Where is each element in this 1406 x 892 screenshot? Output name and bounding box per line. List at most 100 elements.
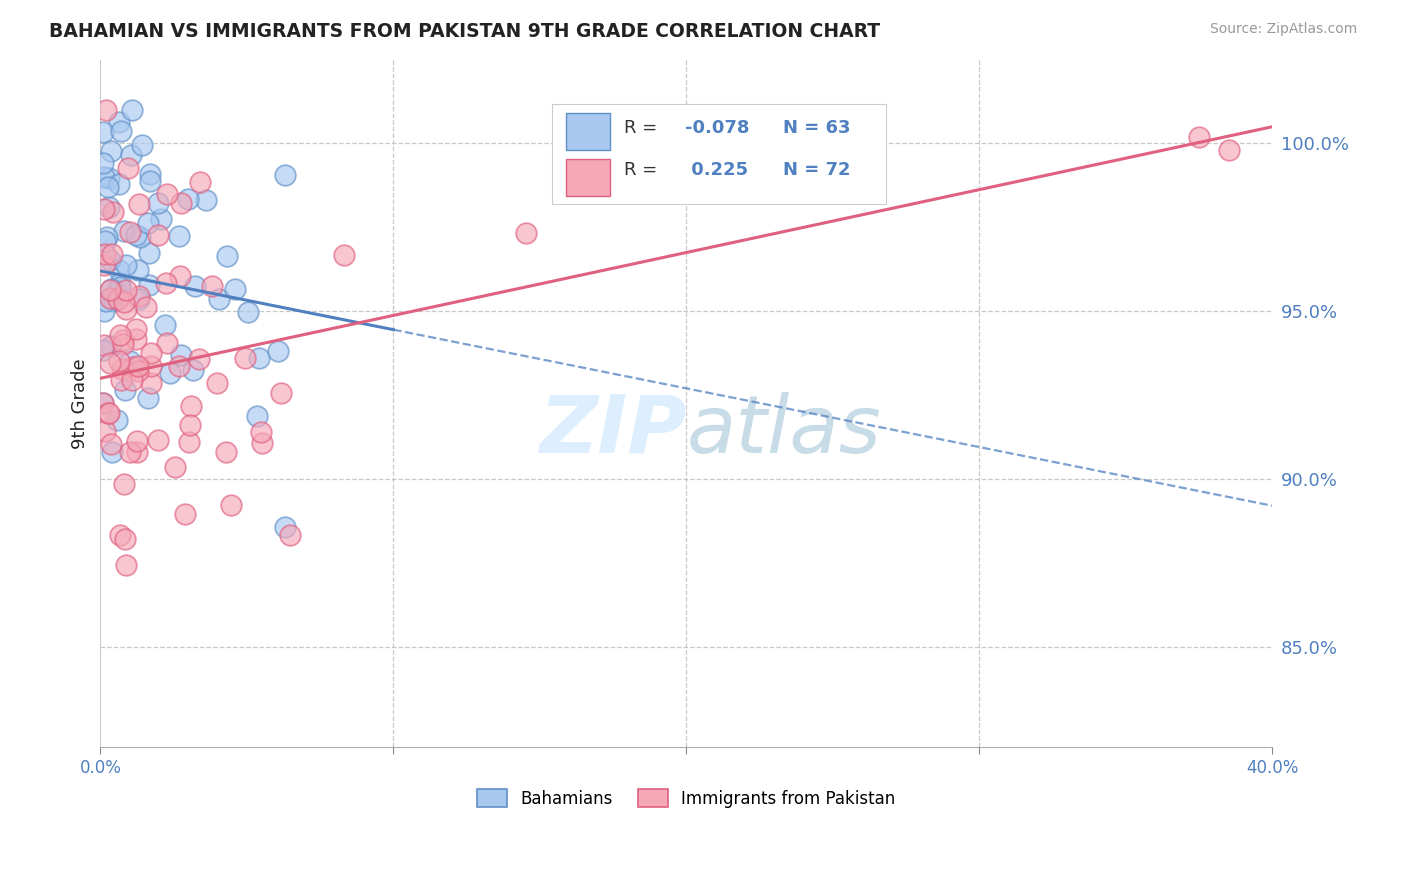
Point	[93, 170, 115, 185]
Point	[205, 376, 228, 391]
Point	[111, 333, 134, 347]
Point	[98, 171, 121, 186]
Point	[138, 216, 160, 230]
Point	[125, 444, 148, 458]
Point	[270, 386, 292, 401]
Point	[94, 234, 117, 248]
Point	[128, 292, 150, 306]
Point	[120, 148, 142, 162]
Point	[111, 336, 134, 351]
Point	[118, 225, 141, 239]
Point	[91, 396, 114, 410]
Point	[173, 508, 195, 522]
Point	[107, 262, 129, 277]
Point	[111, 361, 134, 376]
Point	[274, 168, 297, 182]
Point	[170, 195, 193, 210]
Point	[127, 359, 149, 373]
Point	[146, 434, 169, 448]
Point	[139, 376, 162, 391]
Point	[170, 348, 193, 362]
Text: R =: R =	[624, 120, 664, 137]
Point	[208, 292, 231, 306]
Point	[273, 520, 295, 534]
Point	[179, 418, 201, 433]
Point	[183, 279, 205, 293]
Point	[187, 351, 209, 366]
Point	[101, 205, 124, 219]
Point	[1188, 129, 1211, 144]
Text: atlas: atlas	[686, 392, 882, 470]
Point	[118, 444, 141, 458]
Point	[115, 258, 138, 272]
Point	[138, 173, 160, 187]
Point	[224, 282, 246, 296]
Point	[97, 406, 120, 420]
Point	[252, 435, 274, 450]
Point	[98, 252, 121, 267]
Point	[246, 409, 269, 423]
Point	[97, 180, 120, 194]
Point	[100, 283, 122, 297]
Point	[117, 161, 139, 175]
Point	[188, 175, 211, 189]
Point	[1218, 143, 1240, 157]
Point	[201, 279, 224, 293]
Point	[195, 193, 218, 207]
Point	[107, 115, 129, 129]
Point	[112, 295, 135, 310]
Point	[127, 263, 149, 277]
Point	[167, 228, 190, 243]
Point	[146, 227, 169, 242]
Point	[108, 280, 131, 294]
Point	[125, 227, 148, 242]
Point	[91, 156, 114, 170]
Y-axis label: 9th Grade: 9th Grade	[72, 359, 89, 449]
Text: ZIP: ZIP	[538, 392, 686, 470]
Point	[139, 167, 162, 181]
Point	[177, 434, 200, 449]
Point	[155, 336, 177, 351]
Point	[167, 359, 190, 374]
Point	[105, 285, 128, 299]
Point	[250, 425, 273, 439]
Point	[100, 339, 122, 353]
Point	[115, 283, 138, 297]
Point	[131, 138, 153, 153]
Text: BAHAMIAN VS IMMIGRANTS FROM PAKISTAN 9TH GRADE CORRELATION CHART: BAHAMIAN VS IMMIGRANTS FROM PAKISTAN 9TH…	[49, 22, 880, 41]
Point	[128, 289, 150, 303]
Point	[93, 258, 115, 272]
Point	[101, 293, 124, 307]
Point	[159, 367, 181, 381]
Point	[121, 103, 143, 117]
Point	[267, 344, 290, 359]
Point	[94, 294, 117, 309]
Point	[219, 498, 242, 512]
Point	[247, 351, 270, 366]
Point	[93, 202, 115, 217]
Point	[93, 424, 115, 438]
Text: N = 63: N = 63	[783, 120, 851, 137]
Point	[146, 195, 169, 210]
Point	[235, 351, 257, 365]
FancyBboxPatch shape	[551, 104, 886, 204]
FancyBboxPatch shape	[565, 159, 610, 196]
Point	[108, 354, 131, 368]
Point	[91, 396, 114, 410]
Point	[128, 229, 150, 244]
Point	[94, 247, 117, 261]
Point	[125, 321, 148, 335]
Text: N = 72: N = 72	[783, 161, 851, 178]
Point	[108, 528, 131, 542]
Point	[169, 268, 191, 283]
Point	[91, 125, 114, 139]
Point	[96, 230, 118, 244]
Text: Source: ZipAtlas.com: Source: ZipAtlas.com	[1209, 22, 1357, 37]
Text: -0.078: -0.078	[685, 120, 749, 137]
Point	[156, 186, 179, 201]
Point	[163, 460, 186, 475]
Point	[108, 327, 131, 342]
Point	[110, 374, 132, 388]
Point	[98, 200, 121, 214]
Point	[108, 276, 131, 290]
